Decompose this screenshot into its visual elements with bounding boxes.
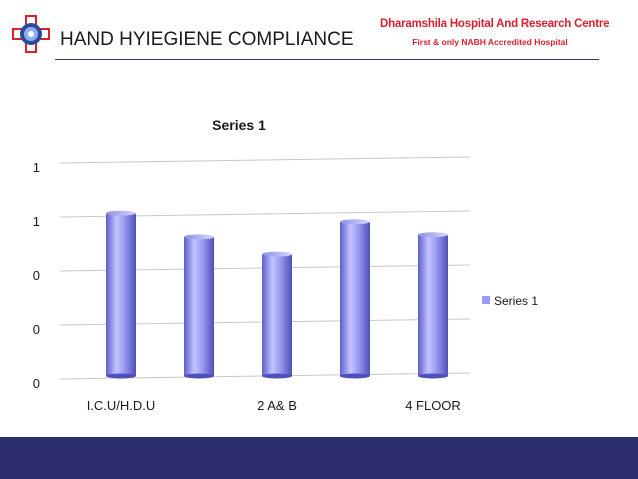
bar bbox=[106, 213, 136, 376]
hospital-name: Dharamshila Hospital And Research Centre bbox=[380, 18, 610, 30]
bar-cap bbox=[418, 232, 448, 238]
hospital-logo bbox=[12, 15, 50, 53]
bar-base bbox=[184, 373, 214, 379]
bar-base bbox=[106, 373, 136, 379]
gridline bbox=[59, 156, 471, 164]
bar bbox=[262, 254, 292, 376]
legend-label: Series 1 bbox=[494, 294, 538, 308]
legend-swatch bbox=[482, 296, 490, 304]
x-tick-label: I.C.U/H.D.U bbox=[87, 398, 156, 413]
bar-base bbox=[418, 373, 448, 379]
slide-title: HAND HYIEGIENE COMPLIANCE bbox=[60, 29, 354, 50]
bar bbox=[340, 221, 370, 376]
bar bbox=[418, 234, 448, 376]
title-divider bbox=[55, 59, 599, 60]
x-tick-label: 4 FLOOR bbox=[405, 398, 461, 413]
footer-band bbox=[0, 437, 638, 479]
bar-cap bbox=[184, 234, 214, 240]
y-tick-label: 0 bbox=[33, 322, 40, 337]
bar-chart: Series 1 0 0 0 1 1 I.C.U/H.D.U 2 A& B 4 FLOOR Ser… bbox=[33, 117, 539, 413]
y-tick-label: 1 bbox=[33, 214, 40, 229]
y-tick-label: 0 bbox=[33, 268, 40, 283]
bar-cap bbox=[262, 251, 292, 257]
chart-title: Series 1 bbox=[212, 117, 266, 133]
y-tick-label: 1 bbox=[33, 160, 40, 175]
bar-cap bbox=[340, 219, 370, 225]
y-tick-label: 0 bbox=[33, 376, 40, 391]
x-tick-label: 2 A& B bbox=[257, 398, 297, 413]
hospital-tagline: First & only NABH Accredited Hospital bbox=[412, 37, 568, 47]
bar-cap bbox=[106, 210, 136, 216]
bar-base bbox=[340, 373, 370, 379]
bar-base bbox=[262, 373, 292, 379]
bar bbox=[184, 236, 214, 376]
